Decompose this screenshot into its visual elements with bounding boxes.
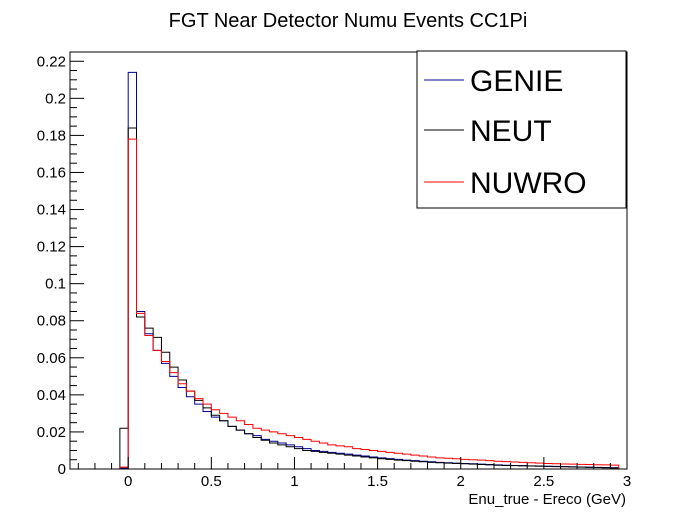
y-tick-label: 0.2 [45,90,66,107]
y-tick-label: 0.18 [37,127,66,144]
y-tick-label: 0.02 [37,424,66,441]
legend: GENIE NEUT NUWRO [416,50,627,209]
series-layer [70,71,627,470]
y-tick-label: 0.16 [37,164,66,181]
series-line-nuwro [70,138,627,470]
y-tick-label: 0.1 [45,276,66,293]
series-line-neut [70,127,627,470]
x-axis: 0 0.5 1 1.5 2 2.5 3 [77,457,631,490]
y-axis: 0 0.02 0.04 0.06 0.08 0.1 0.12 0.14 0.16 0.18 0.2 0… [37,51,84,478]
x-tick-label: 1.5 [367,473,388,490]
x-tick-label: 1 [290,473,298,490]
legend-label-neut: NEUT [470,115,552,148]
y-tick-label: 0.04 [37,387,66,404]
x-tick-label: 3 [623,473,631,490]
chart-title: FGT Near Detector Numu Events CC1Pi [169,10,528,32]
x-tick-label: 0.5 [201,473,222,490]
y-tick-label: 0.14 [37,202,66,219]
plot-frame [69,51,628,470]
x-axis-title: Enu_true - Ereco (GeV) [468,491,626,508]
y-tick-label: 0.08 [37,313,66,330]
x-tick-label: 2.5 [533,473,554,490]
legend-label-nuwro: NUWRO [470,167,587,200]
y-tick-label: 0.06 [37,350,66,367]
x-tick-label: 2 [457,473,465,490]
x-tick-label: 0 [124,473,132,490]
legend-label-genie: GENIE [470,65,563,98]
y-tick-label: 0.22 [37,53,66,70]
y-tick-label: 0 [58,461,66,478]
y-tick-label: 0.12 [37,239,66,256]
